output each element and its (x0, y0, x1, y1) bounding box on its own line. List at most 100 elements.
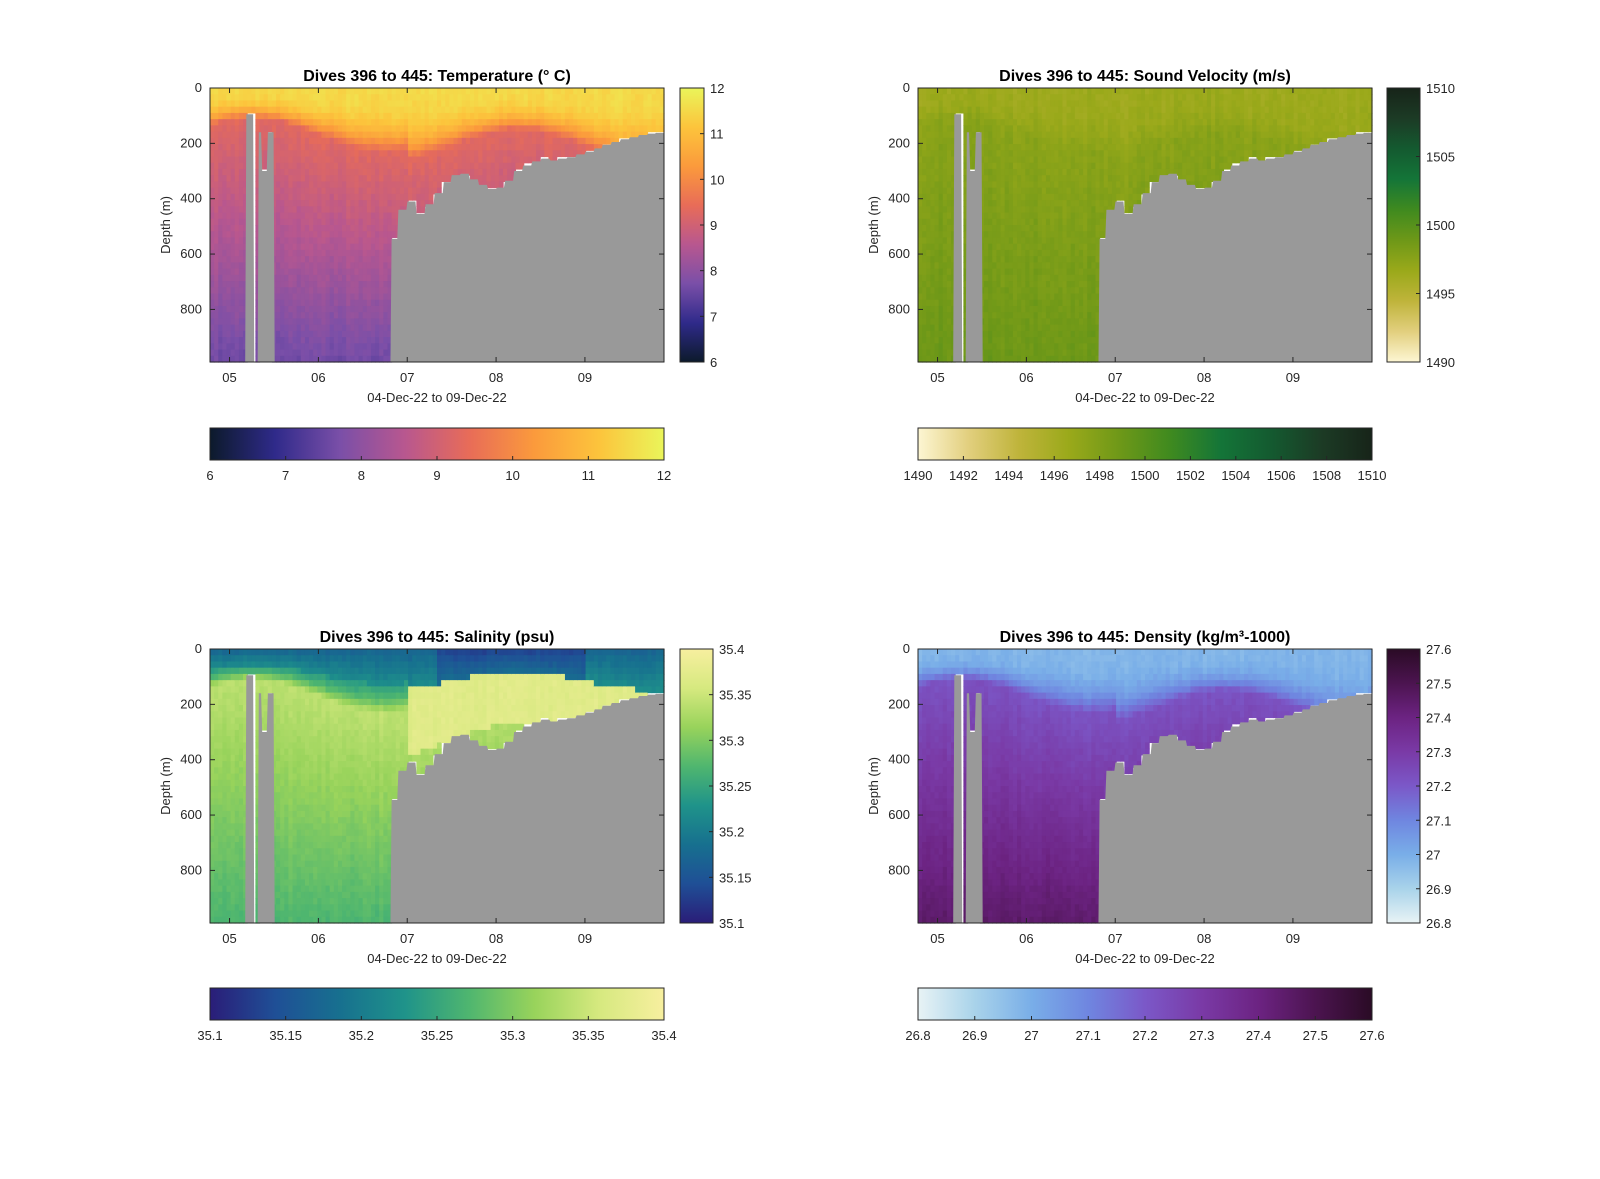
heatmap-cell (214, 268, 219, 276)
heatmap-cell (988, 88, 993, 95)
heatmap-cell (284, 206, 290, 214)
heatmap-cell (358, 131, 364, 139)
heatmap-cell (1058, 137, 1064, 145)
heatmap-cell (1070, 125, 1076, 133)
heatmap-cell (1041, 94, 1047, 102)
heatmap-cell (218, 112, 223, 120)
heatmap-cell (1190, 168, 1196, 176)
heatmap-cell (284, 200, 290, 207)
heatmap-cell (1033, 324, 1039, 332)
heatmap-cell (354, 175, 360, 183)
heatmap-cell (1087, 274, 1092, 282)
heatmap-cell (494, 119, 500, 126)
heatmap-cell (635, 100, 640, 108)
heatmap-cell (210, 293, 215, 301)
heatmap-cell (984, 150, 989, 158)
heatmap-cell (408, 125, 413, 133)
heatmap-cell (383, 181, 389, 189)
heatmap-cell (230, 206, 236, 214)
heatmap-cell (1062, 187, 1068, 195)
heatmap-cell (292, 94, 298, 102)
heatmap-cell (1070, 237, 1076, 245)
heatmap-cell (408, 162, 413, 170)
heatmap-cell (387, 112, 393, 120)
heatmap-cell (1008, 100, 1014, 108)
heatmap-cell (1128, 193, 1134, 201)
heatmap-cell (602, 100, 607, 108)
heatmap-cell (494, 137, 500, 145)
heatmap-cell (214, 206, 219, 214)
heatmap-cell (938, 337, 944, 344)
heatmap-cell (527, 94, 533, 102)
heatmap-cell (938, 119, 944, 126)
heatmap-cell (432, 100, 438, 108)
heatmap-cell (342, 206, 347, 214)
heatmap-cell (996, 119, 1002, 126)
heatmap-cell (1054, 150, 1059, 158)
heatmap-cell (1182, 88, 1187, 95)
heatmap-cell (922, 156, 927, 164)
heatmap-cell (984, 330, 989, 338)
heatmap-cell (210, 131, 215, 139)
heatmap-cell (975, 88, 981, 95)
heatmap-cell (238, 343, 244, 351)
heatmap-cell (457, 144, 463, 151)
heatmap-cell (428, 125, 434, 133)
heatmap-cell (243, 287, 248, 295)
heatmap-cell (1074, 212, 1080, 220)
heatmap-cell (1136, 119, 1142, 126)
heatmap-cell (1153, 150, 1158, 158)
heatmap-cell (271, 187, 277, 195)
heatmap-cell (996, 156, 1002, 164)
heatmap-cell (370, 355, 376, 363)
heatmap-cell (1070, 88, 1076, 95)
heatmap-cell (387, 88, 393, 95)
heatmap-cell (494, 150, 500, 158)
heatmap-cell (1165, 131, 1171, 139)
heatmap-cell (540, 88, 545, 95)
heatmap-cell (354, 305, 360, 313)
heatmap-cell (556, 112, 562, 120)
heatmap-cell (597, 144, 603, 151)
heatmap-cell (292, 225, 298, 232)
heatmap-cell (346, 330, 351, 338)
heatmap-cell (255, 305, 261, 313)
heatmap-cell (214, 312, 219, 320)
heatmap-cell (1045, 343, 1051, 351)
heatmap-cell (1062, 318, 1068, 326)
heatmap-cell (222, 206, 228, 214)
heatmap-cell (354, 119, 360, 126)
heatmap-cell (918, 231, 923, 239)
heatmap-cell (403, 94, 409, 102)
heatmap-cell (428, 193, 434, 201)
heatmap-cell (946, 249, 952, 257)
heatmap-cell (564, 144, 570, 151)
heatmap-cell (918, 237, 923, 245)
heatmap-cell (1004, 119, 1010, 126)
heatmap-cell (346, 137, 351, 145)
heatmap-cell (1215, 88, 1220, 95)
heatmap-cell (292, 125, 298, 133)
heatmap-cell (296, 299, 302, 307)
heatmap-cell (1041, 243, 1047, 251)
heatmap-cell (951, 287, 956, 295)
heatmap-cell (552, 125, 558, 133)
heatmap-cell (938, 193, 944, 201)
heatmap-cell (1070, 225, 1076, 232)
heatmap-cell (918, 293, 923, 301)
heatmap-cell (432, 187, 438, 195)
heatmap-cell (1037, 324, 1043, 332)
heatmap-cell (503, 168, 508, 176)
heatmap-cell (1054, 125, 1059, 133)
heatmap-cell (333, 112, 339, 120)
heatmap-cell (926, 150, 931, 158)
heatmap-cell (321, 318, 327, 326)
heatmap-cell (230, 137, 236, 145)
heatmap-cell (573, 88, 578, 95)
heatmap-cell (416, 112, 422, 120)
heatmap-cell (556, 137, 562, 145)
heatmap-cell (926, 349, 931, 357)
heatmap-cell (317, 187, 323, 195)
heatmap-cell (292, 305, 298, 313)
heatmap-cell (346, 187, 351, 195)
